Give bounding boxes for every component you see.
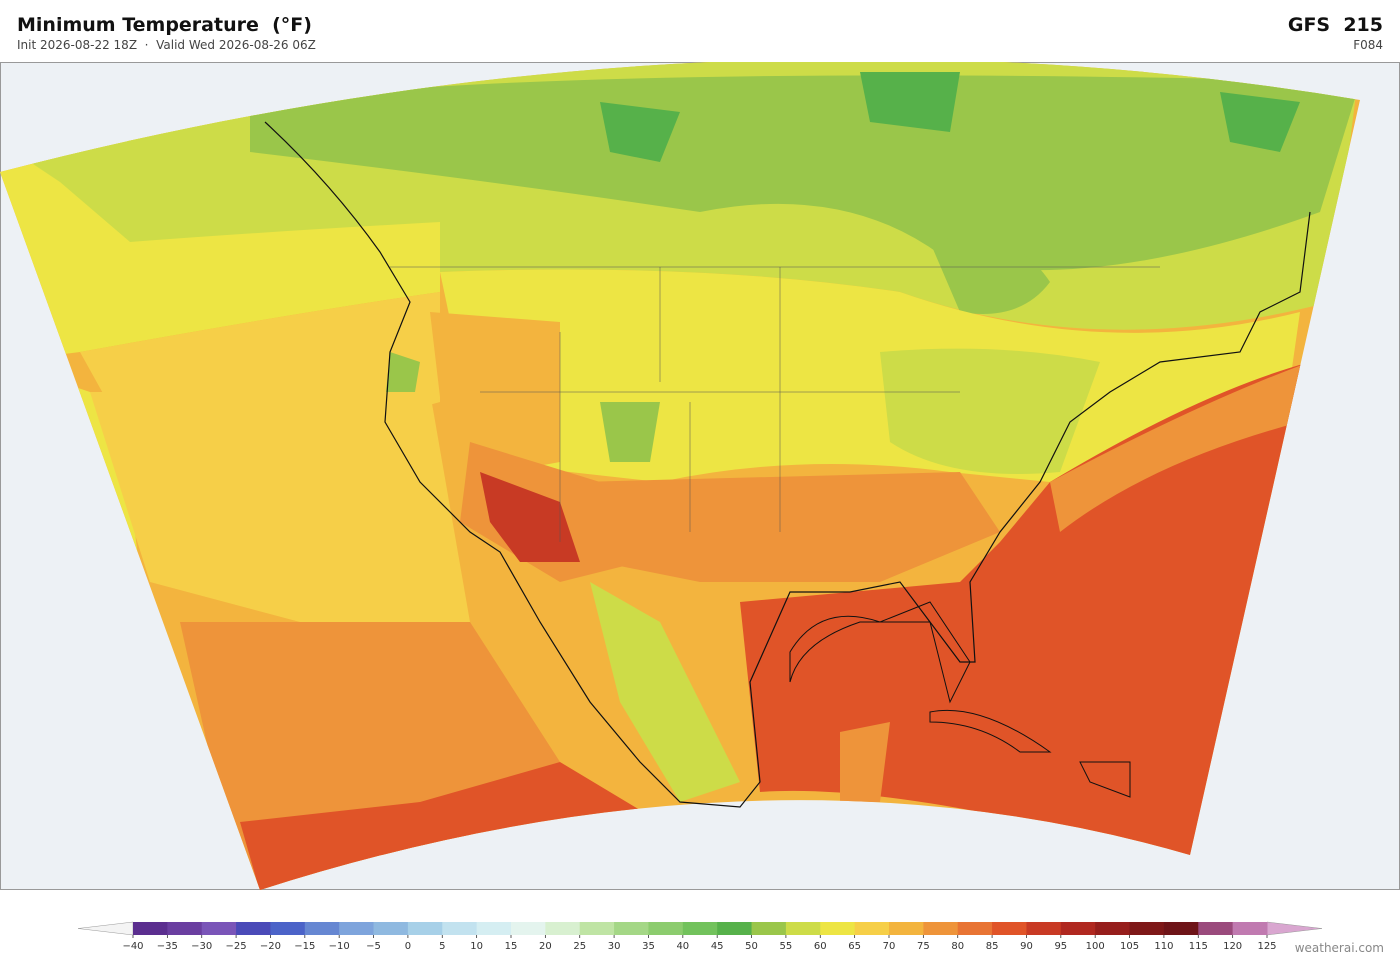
colorbar-segment (785, 922, 821, 935)
colorbar: −40 −35 −30 −25 −20 −15 −10 −5 0 5 10 15 20 25 30 35 40 4… (77, 921, 1323, 952)
tick-label: 55 (780, 941, 793, 952)
tick-label: −5 (366, 941, 381, 952)
coastline (264, 121, 1311, 808)
colorbar-segment (751, 922, 787, 935)
tick-label: 90 (1020, 941, 1033, 952)
tick-label: 105 (1120, 941, 1139, 952)
colorbar-segment (992, 922, 1027, 935)
colorbar-segment (511, 922, 546, 935)
colorbar-segment (167, 922, 203, 935)
tick-label: 5 (439, 941, 445, 952)
colorbar-segment (1198, 922, 1234, 935)
tick-label: −35 (157, 941, 178, 952)
tick-label: 10 (470, 941, 483, 952)
colorbar-segment (545, 922, 581, 935)
map (0, 62, 1400, 890)
tick-label: 0 (405, 941, 411, 952)
tick-label: 80 (951, 941, 964, 952)
tick-label: −10 (329, 941, 350, 952)
colorbar-over (1266, 921, 1323, 936)
tick-label: 60 (814, 941, 827, 952)
colorbar-segment (648, 922, 684, 935)
tick-label: 75 (917, 941, 930, 952)
colorbar-segment (339, 922, 375, 935)
tick-label: 50 (745, 941, 758, 952)
tick-label: 65 (848, 941, 861, 952)
tick-label: −25 (226, 941, 247, 952)
colorbar-segment (407, 922, 443, 935)
tick-label: 30 (608, 941, 621, 952)
tick-label: 115 (1189, 941, 1208, 952)
tick-label: 125 (1257, 941, 1276, 952)
colorbar-segment (270, 922, 306, 935)
colorbar-segment (682, 922, 718, 935)
colorbar-under (77, 921, 134, 936)
tick-label: −20 (260, 941, 281, 952)
colorbar-segment (304, 922, 340, 935)
colorbar-segment (614, 922, 649, 935)
colorbar-segment (1163, 922, 1199, 935)
tick-label: −15 (294, 941, 315, 952)
colorbar-segment (442, 922, 478, 935)
colorbar-segment (923, 922, 959, 935)
tick-label: 45 (711, 941, 724, 952)
tick-label: 120 (1223, 941, 1242, 952)
tick-label: 95 (1054, 941, 1067, 952)
tick-label: 40 (676, 941, 689, 952)
colorbar-segment (957, 922, 993, 935)
colorbar-segment (1095, 922, 1131, 935)
colorbar-segment (1060, 922, 1096, 935)
tick-label: 110 (1154, 941, 1173, 952)
borders (390, 266, 1160, 542)
tick-label: −40 (122, 941, 143, 952)
tick-label: −30 (191, 941, 212, 952)
colorbar-segment (1026, 922, 1062, 935)
colorbar-segment (373, 922, 409, 935)
tick-label: 100 (1086, 941, 1105, 952)
tick-label: 15 (505, 941, 518, 952)
colorbar-segment (476, 922, 512, 935)
tick-label: 25 (573, 941, 586, 952)
tick-label: 35 (642, 941, 655, 952)
map-title: Minimum Temperature (°F) (17, 14, 312, 36)
colorbar-segment (1129, 922, 1165, 935)
colorbar-segment (1232, 922, 1268, 935)
model-label: GFS 215 (1287, 14, 1383, 36)
tick-label: 70 (883, 941, 896, 952)
tick-label: 85 (986, 941, 999, 952)
colorbar-segment (133, 922, 168, 935)
tick-label: 20 (539, 941, 552, 952)
forecast-step: F084 (1353, 38, 1383, 52)
colorbar-segment (201, 922, 237, 935)
map-subtitle: Init 2026-08-22 18Z · Valid Wed 2026-08-… (17, 38, 316, 52)
gulf-coast (789, 601, 971, 704)
islands (929, 709, 1131, 798)
colorbar-segment (579, 922, 615, 935)
colorbar-segment (717, 922, 753, 935)
credit: weatherai.com (1294, 941, 1384, 955)
colorbar-segment (820, 922, 856, 935)
colorbar-segment (854, 922, 890, 935)
colorbar-segment (889, 922, 924, 935)
colorbar-segment (236, 922, 271, 935)
